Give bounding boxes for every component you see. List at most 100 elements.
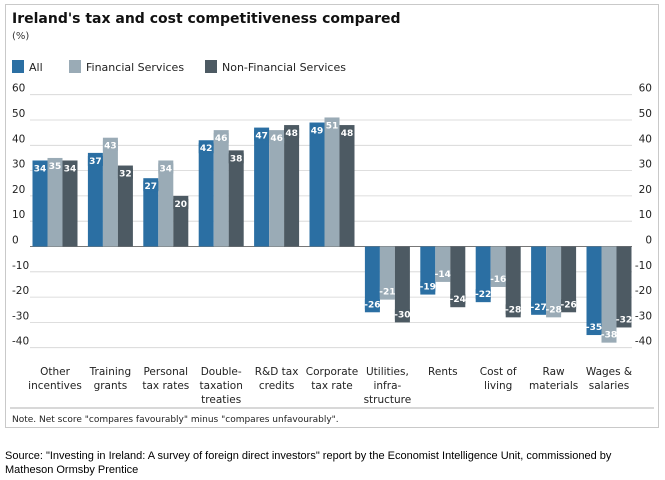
category-label-2-1: tax rates	[142, 380, 189, 392]
bar-0-1	[47, 157, 63, 247]
chart-note: Note. Net score "compares favourably" mi…	[12, 415, 339, 425]
data-label-bg-10-1	[601, 329, 617, 340]
category-label-10-1: salaries	[589, 380, 629, 392]
bar-6-0	[364, 246, 380, 313]
y-tick-left-7: -10	[12, 260, 29, 272]
data-label-bg-8-1	[490, 273, 506, 284]
data-label-0-1: 35	[49, 162, 62, 172]
y-tick-left-1: 50	[12, 108, 25, 120]
y-tick-left-0: 60	[12, 83, 25, 95]
bar-3-0	[198, 140, 214, 247]
y-tick-right-1: 50	[639, 108, 652, 120]
category-label-6-2: structure	[364, 394, 412, 406]
data-label-10-2: -32	[616, 315, 632, 325]
data-label-8-0: -22	[475, 290, 491, 300]
data-label-bg-9-2	[561, 299, 577, 310]
y-tick-left-2: 40	[12, 133, 25, 145]
data-label-bg-3-1	[213, 133, 229, 144]
data-label-9-0: -27	[530, 303, 546, 313]
data-label-4-0: 47	[255, 132, 268, 142]
bar-5-0	[309, 122, 325, 247]
data-label-9-2: -26	[560, 300, 576, 310]
data-label-bg-1-1	[102, 140, 118, 151]
y-tick-left-3: 30	[12, 159, 25, 171]
data-label-bg-2-0	[143, 181, 159, 192]
y-tick-left-9: -30	[12, 310, 29, 322]
data-label-bg-4-0	[254, 130, 270, 141]
category-label-5-0: Corporate	[306, 366, 359, 378]
y-tick-right-10: -40	[635, 336, 652, 348]
data-label-bg-3-0	[198, 143, 214, 154]
y-tick-right-0: 60	[639, 83, 652, 95]
legend: All Financial Services Non-Financial Servi…	[12, 60, 346, 74]
data-label-bg-7-1	[435, 268, 451, 279]
data-label-bg-6-1	[379, 286, 395, 297]
chart-unit: (%)	[12, 31, 29, 42]
bar-1-1	[102, 137, 118, 247]
category-label-6-1: infra-	[373, 380, 401, 392]
data-label-bg-7-2	[450, 294, 466, 305]
y-tick-right-8: -20	[635, 285, 652, 297]
bar-10-2	[616, 246, 632, 328]
bar-6-1	[379, 246, 395, 300]
legend-label-1: Financial Services	[86, 61, 184, 74]
data-label-7-2: -24	[450, 295, 466, 305]
category-label-4-1: credits	[259, 380, 295, 392]
data-label-bg-8-0	[475, 289, 491, 300]
data-label-2-2: 20	[175, 200, 188, 210]
data-label-bg-6-2	[394, 309, 410, 320]
data-label-bg-5-1	[324, 120, 340, 131]
bar-4-1	[269, 130, 285, 247]
data-label-bg-1-2	[117, 168, 133, 179]
data-label-bg-5-0	[309, 125, 325, 136]
data-label-10-0: -35	[586, 323, 602, 333]
data-label-5-1: 51	[326, 121, 339, 131]
y-tick-right-7: -10	[635, 260, 652, 272]
data-label-bg-0-1	[47, 160, 63, 171]
data-label-bg-2-1	[158, 163, 174, 174]
data-label-3-1: 46	[215, 134, 228, 144]
category-label-3-1: taxation	[200, 380, 243, 392]
bar-3-2	[228, 150, 244, 247]
legend-swatch-2	[205, 60, 217, 73]
bar-0-2	[62, 160, 78, 247]
data-label-7-0: -19	[420, 283, 436, 293]
data-label-7-1: -14	[435, 270, 451, 280]
data-label-bg-9-0	[531, 301, 547, 312]
bar-0-0	[32, 160, 48, 247]
data-label-8-2: -28	[505, 305, 521, 315]
data-label-bg-8-2	[505, 304, 521, 315]
y-tick-right-2: 40	[639, 133, 652, 145]
chart-title: Ireland's tax and cost competitiveness c…	[12, 11, 401, 27]
data-label-6-0: -26	[364, 300, 380, 310]
category-label-9-0: Raw	[543, 366, 565, 378]
category-label-5-1: tax rate	[311, 380, 352, 392]
y-axis-right: 60 50 40 30 20 10 0 -10 -20 -30 -40	[635, 83, 652, 348]
data-label-bg-10-2	[616, 314, 632, 325]
data-label-bg-9-1	[546, 304, 562, 315]
category-label-8-0: Cost of	[480, 366, 517, 378]
bar-9-2	[561, 246, 577, 313]
bar-5-2	[339, 125, 355, 247]
data-label-bg-6-0	[364, 299, 380, 310]
bar-7-2	[450, 246, 466, 308]
category-label-7-0: Rents	[428, 366, 458, 378]
y-tick-left-5: 10	[12, 209, 25, 221]
bar-9-1	[546, 246, 562, 318]
category-label-4-0: R&D tax	[255, 366, 299, 378]
data-label-1-2: 32	[119, 170, 132, 180]
data-label-4-1: 46	[270, 134, 283, 144]
data-label-6-2: -30	[394, 310, 410, 320]
bar-9-0	[531, 246, 547, 315]
y-axis-left: 60 50 40 30 20 10 0 -10 -20 -30 -40	[12, 83, 29, 348]
data-label-bg-0-2	[62, 163, 78, 174]
bar-10-0	[586, 246, 602, 336]
data-label-0-2: 34	[64, 164, 77, 174]
bar-5-1	[324, 117, 340, 247]
data-label-0-0: 34	[34, 164, 47, 174]
data-label-10-1: -38	[601, 331, 617, 341]
data-label-bg-5-2	[339, 128, 355, 139]
data-label-bg-2-2	[173, 198, 189, 209]
data-label-8-1: -16	[490, 275, 506, 285]
category-label-6-0: Utilities,	[366, 366, 409, 378]
